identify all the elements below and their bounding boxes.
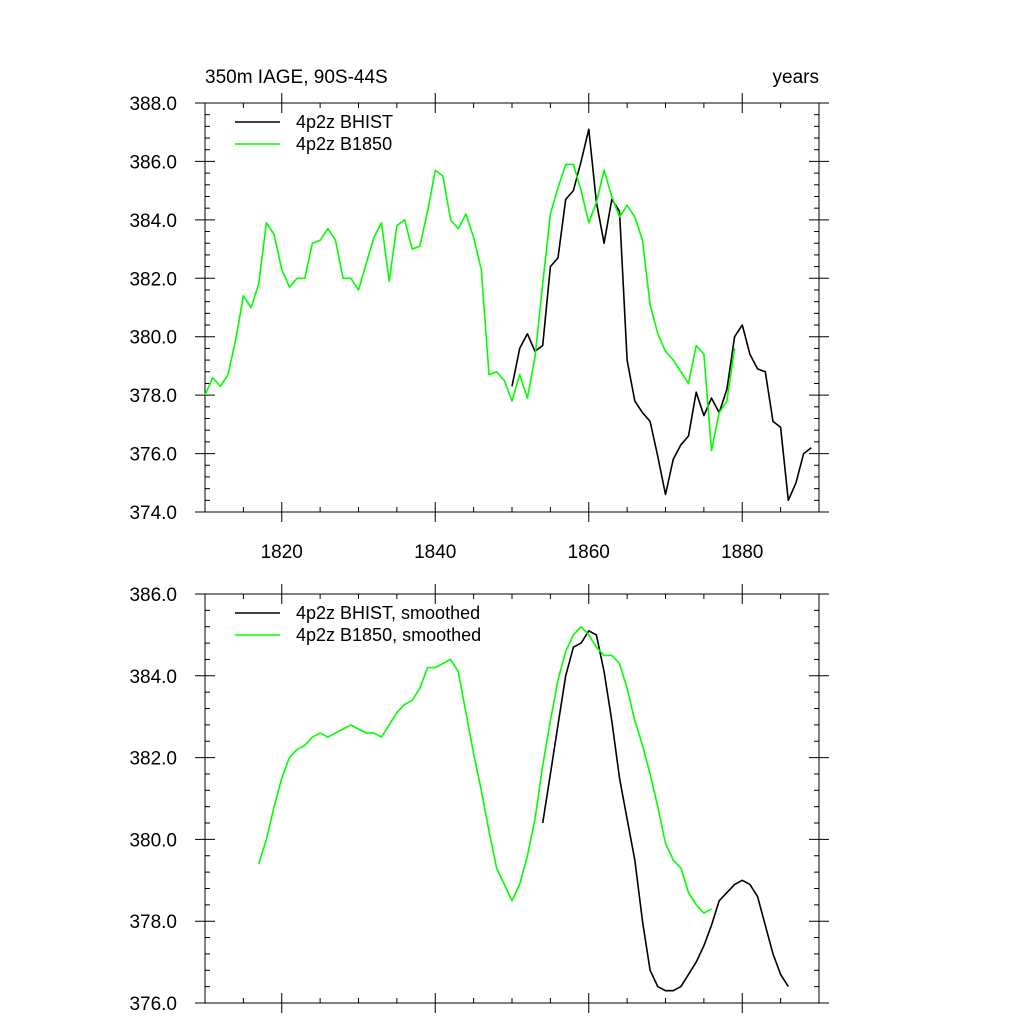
bottom-panel: 376.0 378.0 380.0 382.0 384.0 386.0 4p2z BHIS… [129, 584, 829, 1015]
y-tick-label: 382.0 [129, 749, 177, 770]
y-tick-label: 384.0 [129, 211, 177, 232]
x-tick-label: 1820 [261, 542, 303, 563]
y-tick-label: 378.0 [129, 912, 177, 933]
series-line-0 [511, 128, 812, 502]
x-tick-label: 1880 [721, 542, 763, 563]
y-tick-label: 384.0 [129, 667, 177, 688]
axes: 1820 1840 1860 1880 374.0 376.0 378.0 380.0 382.… [129, 93, 829, 563]
legend-label: 4p2z B1850, smoothed [296, 625, 481, 645]
chart-title-right: years [773, 67, 819, 88]
x-tick-label: 1840 [414, 542, 456, 563]
y-tick-label: 378.0 [129, 386, 177, 407]
plot-frame [204, 593, 820, 1004]
series-line-1 [257, 625, 712, 914]
y-tick-label: 380.0 [129, 830, 177, 851]
legend-label: 4p2z B1850 [296, 134, 392, 154]
y-tick-label: 374.0 [129, 503, 177, 524]
y-tick-label: 376.0 [129, 445, 177, 466]
legend-label: 4p2z BHIST, smoothed [296, 603, 480, 623]
y-tick-label: 376.0 [129, 994, 177, 1015]
series-line-1 [204, 163, 736, 452]
y-tick-label: 388.0 [129, 94, 177, 115]
y-tick-label: 386.0 [129, 152, 177, 173]
y-tick-label: 386.0 [129, 585, 177, 606]
series-group [204, 128, 812, 502]
y-tick-label: 380.0 [129, 328, 177, 349]
x-tick-label: 1860 [568, 542, 610, 563]
series-line-0 [541, 629, 789, 992]
legend-label: 4p2z BHIST [296, 112, 393, 132]
series-group [257, 625, 789, 992]
top-panel: 350m IAGE, 90S-44S years 1820 1840 1860 188… [129, 67, 829, 563]
chart-title-left: 350m IAGE, 90S-44S [205, 67, 388, 88]
axes: 376.0 378.0 380.0 382.0 384.0 386.0 [129, 584, 829, 1015]
plot-frame [204, 102, 820, 513]
y-tick-label: 382.0 [129, 269, 177, 290]
